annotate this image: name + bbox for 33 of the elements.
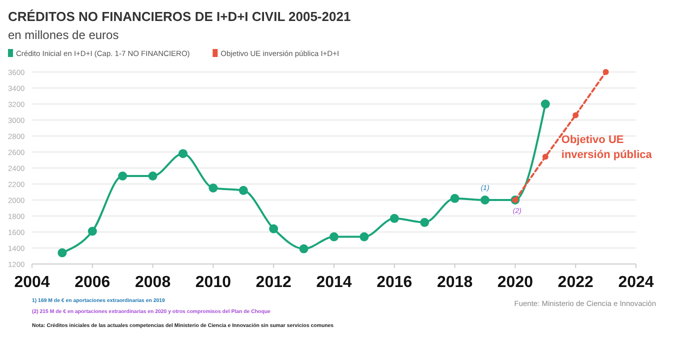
point: [269, 224, 278, 234]
point: [178, 149, 188, 158]
point: [542, 154, 548, 160]
x-tick-label: 2022: [558, 274, 594, 291]
x-tick-label: 2016: [376, 274, 412, 291]
point: [360, 232, 369, 242]
point: [572, 112, 579, 118]
point: [208, 184, 218, 192]
x-tick-label: 2020: [497, 274, 534, 291]
point: [118, 172, 128, 180]
chart-title: CRÉDITOS NO FINANCIEROS DE I+D+I CIVIL 2005-2021: [8, 9, 351, 24]
chart-subtitle: en millones de euros: [8, 28, 119, 42]
annotation: Objetivo UE inversión pública: [561, 134, 653, 161]
x-tick-label: 2004: [14, 274, 50, 291]
point: [299, 244, 308, 254]
point: [148, 172, 158, 180]
x-tick-label: 2012: [256, 274, 292, 291]
point: [88, 226, 97, 236]
point: [390, 214, 399, 223]
point: [480, 196, 490, 204]
point: [58, 248, 67, 258]
point: [602, 69, 609, 75]
x-tick-label: 2014: [316, 274, 352, 291]
x-tick-label: 2006: [74, 274, 110, 291]
x-tick-label: 2010: [195, 274, 232, 291]
x-tick-label: 2018: [437, 274, 473, 291]
x-tick-label: 2024: [618, 274, 654, 291]
point: [238, 186, 248, 195]
x-tick-label: 2008: [135, 274, 171, 291]
point: [450, 194, 460, 203]
point: [330, 232, 338, 242]
point: [540, 100, 550, 108]
point: [420, 218, 430, 227]
